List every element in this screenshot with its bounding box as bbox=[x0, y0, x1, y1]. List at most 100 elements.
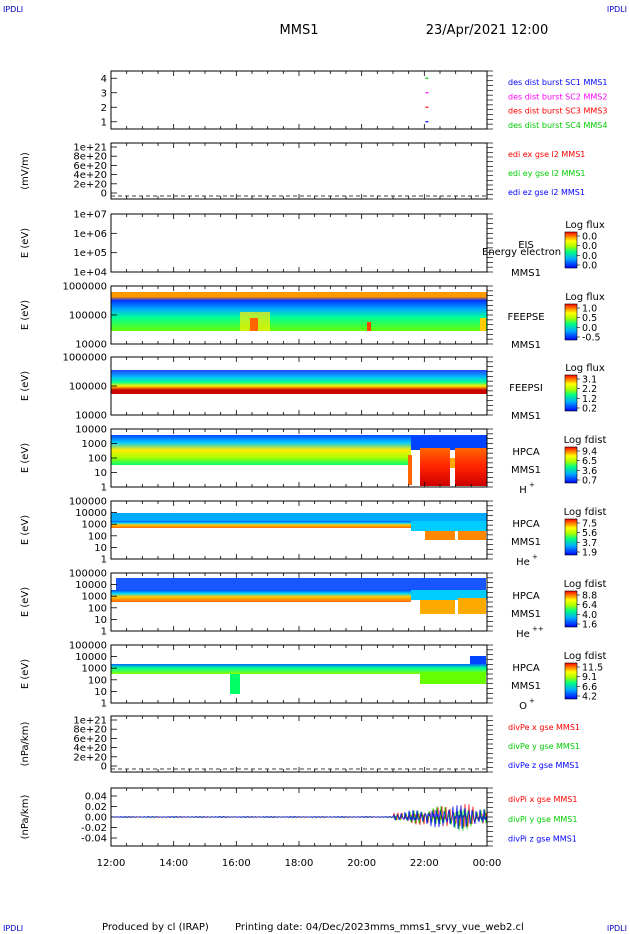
colorbar bbox=[564, 662, 578, 700]
instrument-label: EIS bbox=[518, 240, 534, 251]
spacecraft-label: MMS1 bbox=[511, 537, 541, 548]
y-tick-label: 100000 bbox=[69, 497, 107, 508]
colorbar-tick-label: 9.4 bbox=[582, 447, 597, 458]
y-tick-label: 1000 bbox=[82, 520, 107, 531]
panel-frame bbox=[110, 70, 488, 130]
colorbar-title: Log fdist bbox=[564, 435, 607, 446]
x-tick-label: 12:00 bbox=[97, 858, 126, 869]
y-axis-label: E (eV) bbox=[20, 300, 31, 330]
panel-divpi: 0.040.020.00-0.02-0.04 (nPa/km) divPi x gs… bbox=[20, 787, 577, 869]
colorbar-tick-label: 3.1 bbox=[582, 375, 597, 386]
y-tick-label: 4e+20 bbox=[73, 170, 107, 181]
y-tick-label: 100 bbox=[88, 675, 107, 686]
panels: 4 3 2 1 des dist burst SC1 MMS1 des dist burs… bbox=[20, 70, 607, 869]
panel-burst: 4 3 2 1 des dist burst SC1 MMS1 des dist burs… bbox=[101, 70, 607, 130]
colorbar-tick-label: 0.2 bbox=[582, 404, 597, 415]
instrument-label: HPCA bbox=[512, 447, 540, 458]
x-tick-label: 20:00 bbox=[347, 858, 376, 869]
legend-entry: edi ez gse l2 MMS1 bbox=[508, 188, 585, 197]
instrument-label: HPCA bbox=[512, 591, 540, 602]
y-tick-label: 0.00 bbox=[85, 813, 107, 824]
legend-entry: divPi x gse MMS1 bbox=[508, 795, 577, 804]
y-axis-label: E (eV) bbox=[20, 371, 31, 401]
y-tick-label: -0.02 bbox=[81, 823, 107, 834]
colorbar-tick-label: 8.8 bbox=[582, 591, 597, 602]
panel-eis: 1e+07 1e+06 1e+05 1e+04 E (eV) EIS MMS1 Energy … bbox=[20, 210, 605, 280]
legend-entry: divPi z gse MMS1 bbox=[508, 835, 577, 844]
y-tick-label: 100000 bbox=[69, 641, 107, 652]
y-tick-label: 10000 bbox=[75, 508, 107, 519]
mission-title: MMS1 bbox=[280, 23, 319, 38]
divpi-trace bbox=[110, 805, 488, 829]
spacecraft-label: MMS1 bbox=[511, 681, 541, 692]
y-tick-label: 1 bbox=[101, 627, 107, 638]
y-axis-label: (nPa/km) bbox=[20, 795, 31, 840]
colorbar-tick-label: 3.7 bbox=[582, 538, 597, 549]
y-tick-label: 10000 bbox=[75, 425, 107, 436]
y-axis-label: E (eV) bbox=[20, 659, 31, 689]
colorbar-tick-label: 5.6 bbox=[582, 528, 597, 539]
colorbar bbox=[564, 231, 578, 269]
datetime-title: 23/Apr/2021 12:00 bbox=[426, 23, 548, 38]
legend-entry: des dist burst SC3 MMS3 bbox=[508, 107, 607, 116]
y-tick-label: 2e+20 bbox=[73, 752, 107, 763]
y-tick-label: 1e+21 bbox=[73, 143, 107, 154]
spacecraft-label: MMS1 bbox=[511, 268, 541, 279]
x-tick-label: 16:00 bbox=[222, 858, 251, 869]
colorbar-tick-label: 6.5 bbox=[582, 456, 597, 467]
colorbar-title: Log fdist bbox=[564, 579, 607, 590]
colorbar-tick-label: 1.6 bbox=[582, 620, 597, 631]
panel-frame bbox=[110, 787, 488, 847]
y-tick-label: 100000 bbox=[69, 382, 107, 393]
y-axis-label: (nPa/km) bbox=[20, 722, 31, 767]
y-tick-label: 10000 bbox=[75, 580, 107, 591]
y-tick-label: 1000 bbox=[82, 592, 107, 603]
footer-produced-by: Produced by cl (IRAP) bbox=[102, 922, 209, 933]
colorbar-title: Log flux bbox=[565, 220, 605, 231]
colorbar-tick-label: 7.5 bbox=[582, 519, 597, 530]
colorbar-tick-label: 0.0 bbox=[582, 232, 597, 243]
y-tick-label: 10 bbox=[94, 468, 107, 479]
colorbar-tick-label: -0.5 bbox=[582, 333, 601, 344]
hpca-hepp-spectrogram bbox=[111, 578, 487, 614]
panel-frame bbox=[110, 142, 488, 200]
y-tick-label: 0 bbox=[101, 189, 107, 200]
y-axis-label: (mV/m) bbox=[20, 152, 31, 190]
x-tick-label: 14:00 bbox=[159, 858, 188, 869]
y-tick-label: 4 bbox=[101, 74, 107, 85]
y-tick-label: 4e+20 bbox=[73, 743, 107, 754]
panel-frame bbox=[110, 715, 488, 773]
colorbar-tick-label: 0.0 bbox=[582, 251, 597, 262]
y-tick-label: 0.04 bbox=[85, 792, 107, 803]
y-tick-label: 10 bbox=[94, 615, 107, 626]
instrument-label: HPCA bbox=[512, 519, 540, 530]
y-tick-label: 10 bbox=[94, 543, 107, 554]
y-tick-label: 1 bbox=[101, 699, 107, 710]
instrument-label: HPCA bbox=[512, 663, 540, 674]
y-tick-label: 100 bbox=[88, 603, 107, 614]
species-label: O bbox=[519, 701, 527, 712]
legend-entry: des dist burst SC2 MMS2 bbox=[508, 92, 607, 101]
y-tick-label: 1e+06 bbox=[73, 229, 107, 240]
y-tick-label: 6e+20 bbox=[73, 734, 107, 745]
colorbar-title: Log flux bbox=[565, 292, 605, 303]
colorbar bbox=[564, 303, 578, 341]
spacecraft-label: MMS1 bbox=[511, 411, 541, 422]
species-charge: + bbox=[529, 481, 535, 489]
panel-frame bbox=[110, 285, 488, 345]
spacecraft-label: MMS1 bbox=[511, 609, 541, 620]
y-tick-label: 0.02 bbox=[85, 802, 107, 813]
y-tick-label: 100 bbox=[88, 531, 107, 542]
feepsi-spectrogram bbox=[111, 365, 487, 394]
y-axis-label: E (eV) bbox=[20, 228, 31, 258]
hpca-h-spectrogram bbox=[111, 435, 487, 486]
legend-entry: divPe y gse MMS1 bbox=[508, 742, 580, 751]
colorbar-tick-label: 6.6 bbox=[582, 682, 597, 693]
corner-br: IPDLI bbox=[607, 924, 627, 933]
y-tick-label: 8e+20 bbox=[73, 725, 107, 736]
y-tick-label: 3 bbox=[101, 88, 107, 99]
colorbar-tick-label: 2.2 bbox=[582, 384, 597, 395]
colorbar-tick-label: 0.7 bbox=[582, 476, 597, 487]
